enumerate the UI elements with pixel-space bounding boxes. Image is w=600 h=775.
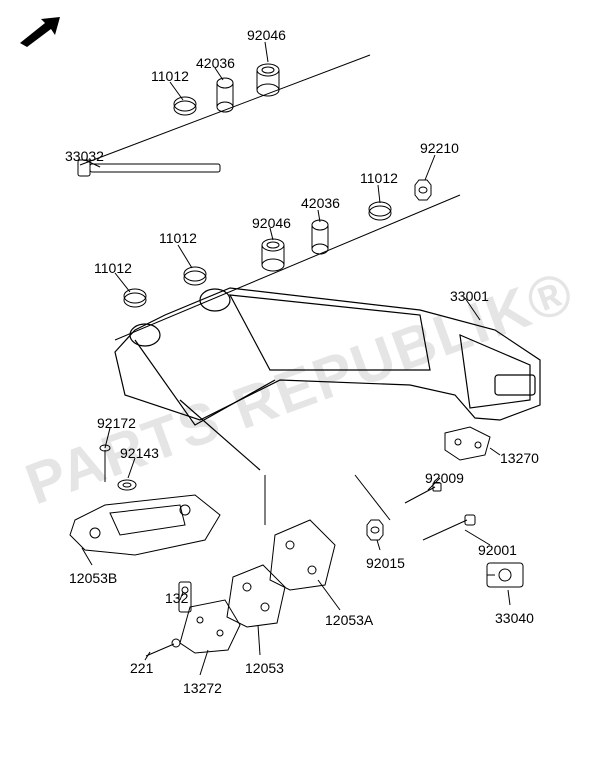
part-label-11012_farleft: 11012 bbox=[94, 260, 132, 276]
part-label-92009: 92009 bbox=[425, 470, 464, 486]
part-label-92210: 92210 bbox=[420, 140, 459, 156]
parts-diagram bbox=[0, 0, 600, 775]
part-label-42036_top: 42036 bbox=[196, 55, 235, 71]
part-label-11012_mid: 11012 bbox=[360, 170, 398, 186]
part-label-92015: 92015 bbox=[366, 555, 405, 571]
part-label-132: 132 bbox=[165, 590, 188, 606]
part-label-13272: 13272 bbox=[183, 680, 222, 696]
part-label-12053A: 12053A bbox=[325, 612, 373, 628]
part-label-92143: 92143 bbox=[120, 445, 159, 461]
part-label-11012_left: 11012 bbox=[159, 230, 197, 246]
part-label-221: 221 bbox=[130, 660, 153, 676]
part-label-33001: 33001 bbox=[450, 288, 489, 304]
part-label-92046_top: 92046 bbox=[247, 27, 286, 43]
part-label-92172: 92172 bbox=[97, 415, 136, 431]
part-label-33040: 33040 bbox=[495, 610, 534, 626]
part-label-42036_mid: 42036 bbox=[301, 195, 340, 211]
part-label-33032: 33032 bbox=[65, 148, 104, 164]
part-label-92001: 92001 bbox=[478, 542, 517, 558]
part-label-92046_mid: 92046 bbox=[252, 215, 291, 231]
part-label-11012_top: 11012 bbox=[151, 68, 189, 84]
part-label-12053B: 12053B bbox=[69, 570, 117, 586]
part-label-12053: 12053 bbox=[245, 660, 284, 676]
part-label-13270: 13270 bbox=[500, 450, 539, 466]
orientation-arrow-icon bbox=[15, 15, 60, 55]
